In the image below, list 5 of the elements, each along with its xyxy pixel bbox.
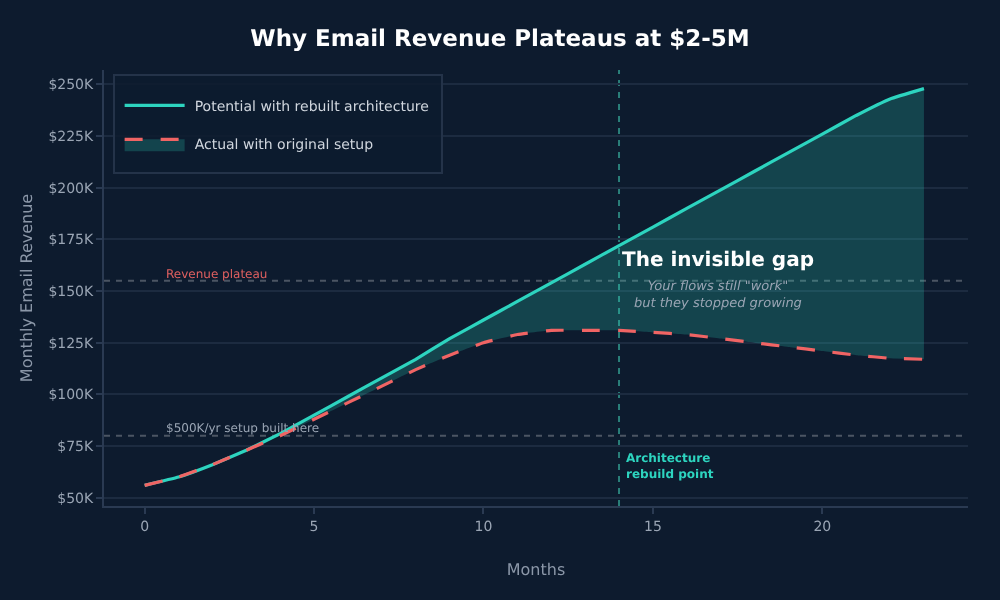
x-axis-title: Months — [506, 561, 566, 579]
line-series — [143, 328, 926, 487]
chart-title: Why Email Revenue Plateaus at $2-5M — [250, 24, 750, 53]
y-axis-title: Monthly Email Revenue — [17, 193, 36, 383]
annotation: The invisible gap — [622, 250, 814, 272]
